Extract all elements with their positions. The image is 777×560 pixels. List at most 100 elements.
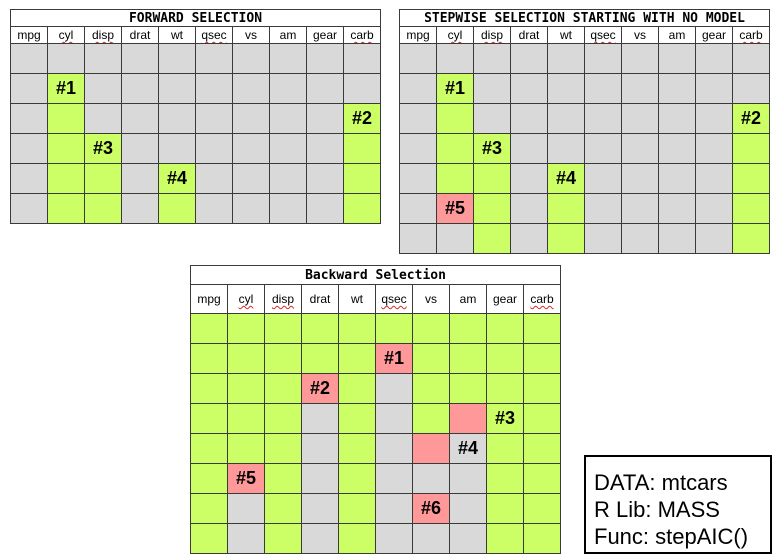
grid-cell <box>510 133 548 164</box>
grid-cell <box>522 433 562 464</box>
grid-cell <box>84 163 122 194</box>
grid-cell <box>449 313 487 344</box>
column-header-label: gear <box>701 28 727 42</box>
grid-cell <box>158 103 196 134</box>
grid-cell <box>47 193 85 224</box>
grid-cell <box>306 73 344 104</box>
grid-cell <box>227 493 265 524</box>
table-row: #4 <box>190 433 562 464</box>
grid-cell <box>658 43 696 74</box>
column-header-label: gear <box>312 28 338 42</box>
grid-cell <box>547 103 585 134</box>
column-header-label: vs <box>425 292 437 306</box>
column-header-cyl: cyl <box>436 26 474 44</box>
table-row: #3 <box>190 403 562 434</box>
grid-cell <box>522 373 562 404</box>
grid-cell <box>412 433 450 464</box>
grid-cell <box>473 43 511 74</box>
grid-cell <box>84 103 122 134</box>
grid-cell <box>584 193 622 224</box>
grid-cell <box>399 73 437 104</box>
grid-cell <box>658 223 696 254</box>
grid-cell <box>522 463 562 494</box>
grid-cell <box>522 523 562 554</box>
grid-cell <box>621 43 659 74</box>
grid-cell <box>695 223 733 254</box>
grid-cell <box>658 73 696 104</box>
grid-cell <box>301 433 339 464</box>
grid-cell <box>121 73 159 104</box>
grid-cell <box>190 463 228 494</box>
column-header-label: qsec <box>381 292 407 306</box>
grid-cell <box>227 433 265 464</box>
grid-cell <box>306 193 344 224</box>
grid-cell <box>449 523 487 554</box>
column-header-drat: drat <box>510 26 548 44</box>
grid-cell <box>731 193 771 224</box>
grid-cell <box>584 73 622 104</box>
grid-cell <box>731 223 771 254</box>
grid-cell <box>10 43 48 74</box>
grid-cell <box>399 103 437 134</box>
table-row: #3 <box>10 133 381 164</box>
column-header-am: am <box>449 284 487 314</box>
grid-cell <box>399 193 437 224</box>
column-header-label: disp <box>91 28 114 42</box>
grid-cell <box>584 163 622 194</box>
column-header-label: mpg <box>197 292 221 306</box>
grid-cell <box>731 133 771 164</box>
grid-cell <box>658 133 696 164</box>
grid-cell <box>547 223 585 254</box>
column-header-drat: drat <box>301 284 339 314</box>
column-header-label: am <box>668 28 686 42</box>
grid-cell <box>190 343 228 374</box>
column-header-mpg: mpg <box>190 284 228 314</box>
grid-cell <box>584 43 622 74</box>
grid-cell <box>449 343 487 374</box>
grid-cell <box>486 523 524 554</box>
grid-cell <box>412 523 450 554</box>
grid-cell <box>510 193 548 224</box>
column-header-vs: vs <box>621 26 659 44</box>
grid-cell <box>343 163 381 194</box>
table-row <box>399 223 771 254</box>
table-row <box>10 43 381 74</box>
grid-cell <box>412 463 450 494</box>
stepwise-title: STEPWISE SELECTION STARTING WITH NO MODE… <box>398 9 771 27</box>
grid-cell <box>10 73 48 104</box>
table-row: #2 <box>190 373 562 404</box>
grid-cell <box>547 133 585 164</box>
grid-cell <box>510 43 548 74</box>
grid-cell <box>621 73 659 104</box>
column-header-label: disp <box>271 292 294 306</box>
step-label: #2 <box>343 103 381 134</box>
table-row <box>190 313 562 344</box>
grid-cell <box>338 463 376 494</box>
info-data-line: DATA: mtcars <box>594 470 728 495</box>
column-header-qsec: qsec <box>195 26 233 44</box>
grid-cell <box>338 493 376 524</box>
grid-cell <box>227 313 265 344</box>
column-header-qsec: qsec <box>584 26 622 44</box>
grid-cell <box>306 103 344 134</box>
grid-cell <box>510 163 548 194</box>
step-label: #6 <box>412 493 450 524</box>
step-label: #3 <box>486 403 524 434</box>
step-label: #5 <box>436 193 474 224</box>
grid-cell <box>695 73 733 104</box>
grid-cell <box>436 43 474 74</box>
grid-cell <box>269 193 307 224</box>
column-header-label: mpg <box>406 28 430 42</box>
grid-cell <box>522 493 562 524</box>
grid-cell <box>486 493 524 524</box>
step-label: #1 <box>47 73 85 104</box>
grid-cell <box>232 133 270 164</box>
grid-cell <box>264 493 302 524</box>
grid-cell <box>306 163 344 194</box>
grid-cell <box>121 103 159 134</box>
column-header-carb: carb <box>522 284 562 314</box>
grid-cell <box>121 43 159 74</box>
grid-cell <box>399 43 437 74</box>
column-header-wt: wt <box>547 26 585 44</box>
grid-cell <box>47 103 85 134</box>
